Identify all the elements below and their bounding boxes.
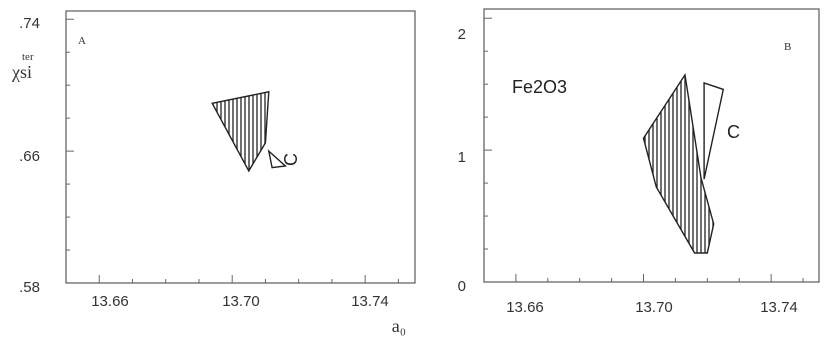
x-axis-label: a₀ bbox=[392, 316, 406, 336]
y-axis-label: χsi bbox=[11, 62, 32, 82]
y-tick-label: 2 bbox=[458, 26, 466, 43]
hatched-region bbox=[642, 72, 715, 254]
data-regions bbox=[642, 72, 725, 254]
tick-marks bbox=[483, 17, 804, 283]
annotation-label: C bbox=[281, 153, 301, 166]
chart-panel-b: 13.66 13.70 13.74 2 1 0 B Fe2O3 C bbox=[458, 8, 820, 316]
y-tick-label: .58 bbox=[19, 279, 40, 296]
chart-panel-a: 13.66 13.70 13.74 .74 .66 .58 A χsi ter … bbox=[11, 10, 416, 336]
y-tick-label: 0 bbox=[458, 278, 466, 295]
tick-marks bbox=[65, 18, 399, 284]
panel-letter-b: B bbox=[784, 41, 791, 53]
x-tick-label: 13.74 bbox=[760, 299, 798, 316]
x-tick-label: 13.70 bbox=[222, 293, 260, 310]
plot-frame bbox=[483, 8, 820, 283]
hatched-region bbox=[211, 90, 270, 173]
plot-frame bbox=[65, 10, 416, 284]
panel-letter-a: A bbox=[78, 35, 86, 47]
y-tick-label: 1 bbox=[458, 149, 466, 166]
x-tick-label: 13.66 bbox=[506, 299, 544, 316]
open-region-c bbox=[267, 149, 288, 169]
x-tick-label: 13.70 bbox=[635, 299, 673, 316]
y-tick-label: .74 bbox=[19, 15, 40, 32]
y-tick-label: .66 bbox=[19, 148, 40, 165]
x-tick-label: 13.74 bbox=[351, 293, 389, 310]
data-regions bbox=[211, 90, 288, 173]
y-axis-label-superscript: ter bbox=[22, 51, 34, 63]
x-tick-label: 13.66 bbox=[91, 293, 129, 310]
annotation-label: Fe2O3 bbox=[512, 77, 567, 97]
annotation-label: C bbox=[727, 122, 740, 142]
open-region-c bbox=[703, 81, 725, 180]
